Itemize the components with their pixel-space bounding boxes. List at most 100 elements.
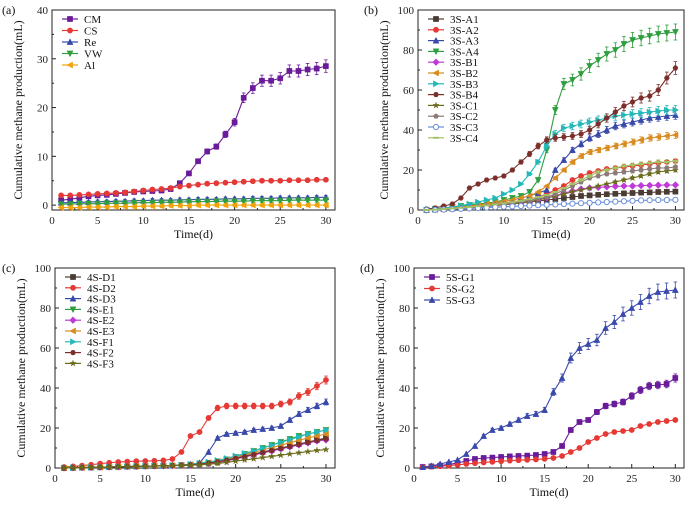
series-line	[422, 377, 676, 468]
data-point	[250, 451, 257, 457]
x-tick-label: 5	[95, 215, 101, 227]
data-point	[594, 181, 603, 190]
data-point	[611, 122, 619, 129]
data-point	[276, 451, 285, 459]
y-tick-label: 80	[403, 45, 415, 57]
data-point	[637, 35, 645, 42]
data-point	[249, 197, 257, 205]
x-tick-label: 15	[185, 473, 197, 485]
data-point	[585, 439, 592, 445]
series-line	[426, 169, 676, 211]
series-4S-F3	[60, 445, 330, 472]
data-point	[213, 143, 220, 150]
legend-label: 4S-F1	[87, 337, 114, 349]
data-point	[654, 133, 662, 141]
data-point	[585, 183, 594, 192]
x-tick-label: 10	[498, 215, 510, 227]
series-line	[422, 289, 676, 468]
data-point	[313, 446, 321, 454]
data-point	[149, 186, 156, 193]
data-point	[313, 65, 320, 72]
x-axis-label: Time(d)	[532, 227, 571, 241]
data-point	[577, 200, 585, 207]
data-point	[213, 180, 220, 187]
data-point	[534, 177, 542, 184]
data-point	[541, 406, 549, 413]
y-tick-label: 0	[43, 200, 49, 212]
data-point	[628, 182, 637, 190]
x-tick-label: 30	[670, 215, 682, 227]
data-point	[655, 107, 663, 115]
y-tick-label: 80	[40, 303, 52, 315]
series-5S-G2	[419, 417, 679, 470]
data-point	[93, 203, 101, 211]
legend-marker	[66, 61, 73, 69]
data-point	[267, 452, 276, 460]
data-point	[259, 177, 265, 184]
x-tick-label: 20	[230, 473, 242, 485]
data-point	[559, 443, 565, 449]
data-point	[285, 449, 294, 458]
data-point	[75, 200, 83, 208]
y-tick-label: 0	[405, 463, 411, 475]
data-point	[595, 199, 602, 206]
data-point	[549, 388, 557, 395]
data-point	[458, 195, 464, 201]
y-tick-label: 60	[399, 343, 411, 355]
data-point	[276, 197, 284, 205]
legend-label: Re	[84, 37, 96, 49]
data-point	[603, 183, 611, 191]
data-point	[205, 448, 212, 455]
data-point	[594, 57, 602, 64]
data-point	[222, 131, 229, 138]
data-point	[480, 432, 488, 439]
data-point	[551, 107, 559, 114]
data-point	[672, 65, 679, 71]
data-point	[185, 198, 193, 206]
data-point	[637, 298, 644, 305]
data-point	[194, 201, 201, 209]
legend-label: 3S-A1	[450, 14, 479, 26]
data-point	[285, 201, 293, 209]
data-point	[103, 200, 111, 207]
data-point	[122, 189, 128, 196]
data-point	[314, 383, 320, 389]
data-point	[195, 181, 201, 188]
data-point	[167, 185, 174, 191]
data-point	[322, 201, 329, 209]
y-tick-label: 100	[398, 5, 415, 17]
data-point	[186, 170, 192, 177]
data-point	[577, 71, 585, 78]
data-point	[595, 191, 602, 198]
y-tick-label: 20	[40, 423, 52, 435]
data-point	[187, 433, 194, 439]
data-point	[646, 33, 654, 40]
data-point	[314, 437, 320, 443]
data-point	[629, 190, 636, 196]
data-point	[94, 200, 102, 208]
data-point	[664, 165, 670, 171]
y-tick-label: 20	[37, 103, 49, 115]
legend-marker	[432, 101, 440, 109]
x-tick-label: 10	[140, 473, 152, 485]
data-point	[194, 198, 202, 206]
data-point	[638, 189, 644, 196]
data-point	[620, 399, 626, 405]
series-line	[63, 401, 327, 469]
x-tick-label: 5	[97, 473, 103, 485]
x-tick-label: 25	[275, 215, 287, 227]
data-point	[526, 202, 533, 209]
data-point	[203, 198, 211, 206]
data-point	[500, 190, 508, 198]
data-point	[672, 106, 680, 114]
data-point	[186, 461, 195, 469]
series-CM	[58, 59, 329, 204]
data-point	[214, 405, 221, 411]
data-point	[645, 292, 653, 299]
legend-label: 5S-G2	[446, 284, 475, 296]
legend: 4S-D14S-D24S-D34S-E14S-E24S-E34S-F14S-F2…	[65, 272, 116, 370]
data-point	[322, 197, 330, 204]
data-point	[185, 202, 192, 210]
